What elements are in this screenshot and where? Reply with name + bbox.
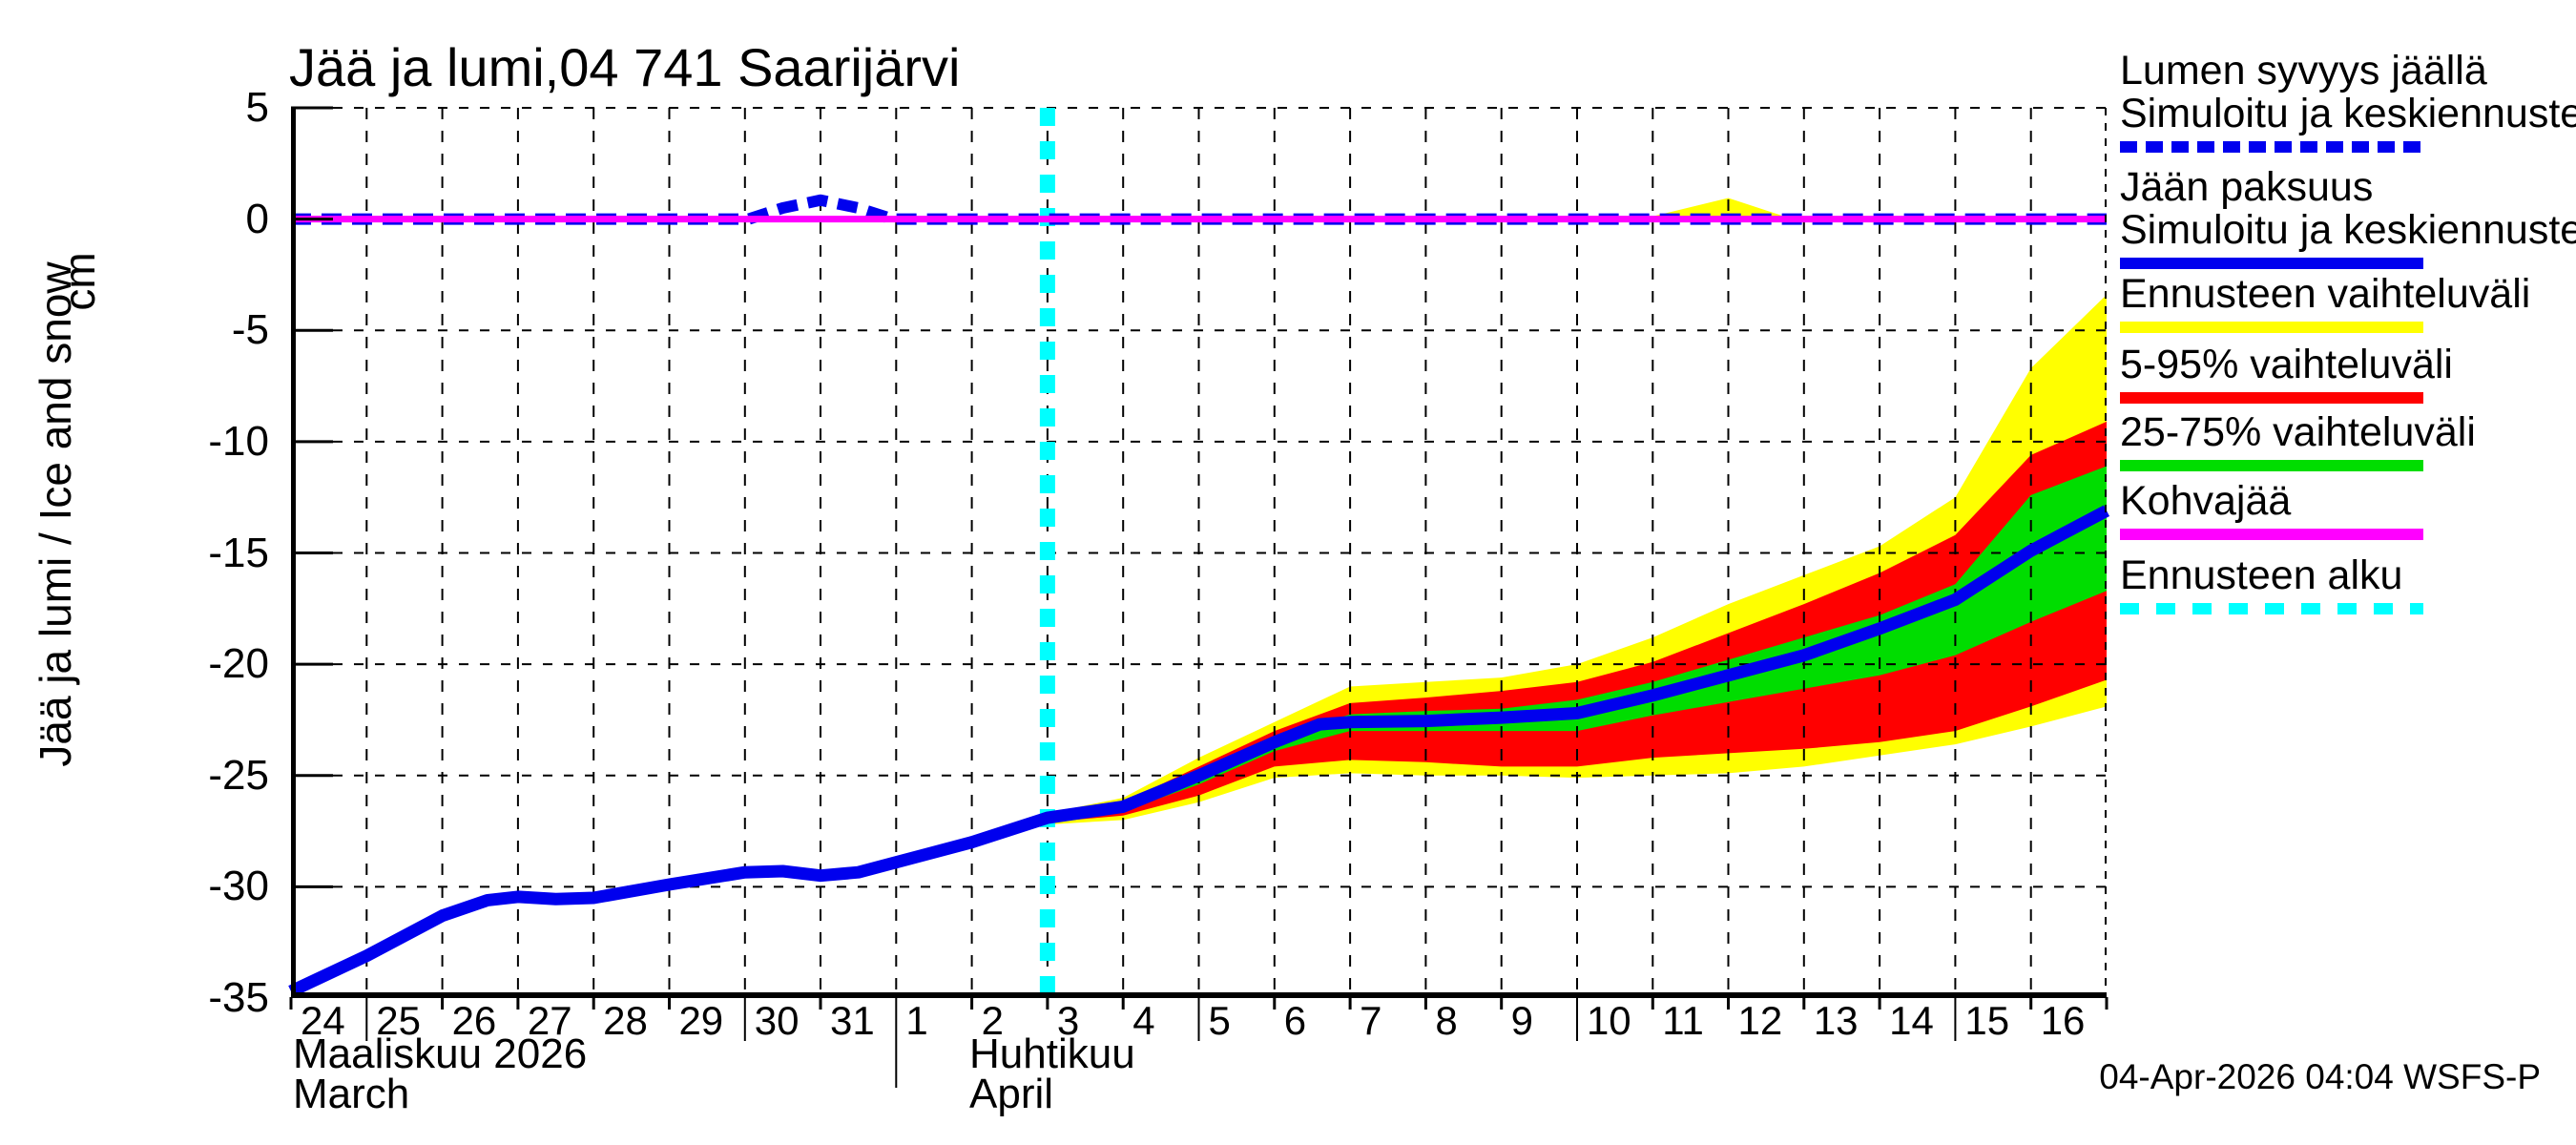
legend-swatch-solid-line xyxy=(2120,529,2423,540)
line-snow-depth-on-ice xyxy=(291,194,2107,225)
legend-item: Ennusteen vaihteluväli xyxy=(2120,273,2559,333)
y-tick-label: -25 xyxy=(208,751,269,799)
x-tick-label: 11 xyxy=(1662,998,1704,1043)
legend-item-label: Kohvajää xyxy=(2120,478,2292,524)
legend-item: Jään paksuus Simuloitu ja keskiennuste xyxy=(2120,164,2576,269)
month-label-march-fi: Maaliskuu 2026 xyxy=(293,1030,588,1077)
x-tick-label: 30 xyxy=(754,998,800,1043)
x-tick-label: 9 xyxy=(1510,998,1534,1043)
y-tick-label: -5 xyxy=(231,306,269,354)
x-tick-label: 5 xyxy=(1208,998,1231,1043)
y-axis-label: Jää ja lumi / Ice and snow xyxy=(31,261,80,767)
y-tick-label: -20 xyxy=(208,640,269,688)
legend-item-label: 5-95% vaihteluväli xyxy=(2120,342,2453,387)
month-label-march-en: March xyxy=(293,1071,410,1117)
y-tick-label: 5 xyxy=(245,84,269,131)
x-tick-label: 15 xyxy=(1964,998,2010,1043)
legend-swatch-solid-line xyxy=(2120,392,2423,404)
legend-item-label: Ennusteen alku xyxy=(2120,552,2403,598)
legend-swatch-solid-line xyxy=(2120,322,2423,333)
x-tick-label: 27 xyxy=(527,998,572,1043)
x-tick-label: 4 xyxy=(1132,998,1155,1043)
legend-item-label: Ennusteen vaihteluväli xyxy=(2120,271,2531,317)
legend-item-label: Simuloitu ja keskiennuste xyxy=(2120,91,2576,136)
legend-item-label: Simuloitu ja keskiennuste xyxy=(2120,207,2576,253)
x-tick-label: 29 xyxy=(678,998,724,1043)
month-label-april-fi: Huhtikuu xyxy=(969,1030,1135,1077)
x-tick-label: 13 xyxy=(1813,998,1859,1043)
legend-item: Lumen syvyys jäällä Simuloitu ja keskienn… xyxy=(2120,48,2576,153)
x-tick-label: 1 xyxy=(905,998,928,1043)
legend-item-label: 25-75% vaihteluväli xyxy=(2120,409,2476,455)
x-tick-label: 24 xyxy=(301,998,345,1043)
chart-svg xyxy=(288,106,2110,1088)
y-tick-label: -15 xyxy=(208,529,269,576)
x-tick-label: 3 xyxy=(1056,998,1080,1043)
x-tick-label: 2 xyxy=(981,998,1004,1043)
legend-item: Kohvajää xyxy=(2120,480,2559,540)
legend-item: 25-75% vaihteluväli xyxy=(2120,411,2559,471)
x-tick-label: 12 xyxy=(1737,998,1783,1043)
x-tick-label: 16 xyxy=(2040,998,2086,1043)
legend-item: 5-95% vaihteluväli xyxy=(2120,344,2559,404)
legend-swatch-solid-line xyxy=(2120,258,2423,269)
x-tick-label: 26 xyxy=(451,998,497,1043)
legend-swatch-solid-line xyxy=(2120,460,2423,471)
x-tick-label: 7 xyxy=(1360,998,1382,1043)
month-label-april-en: April xyxy=(969,1071,1054,1117)
y-tick-label: 0 xyxy=(245,195,269,242)
legend-item-label: Jään paksuus xyxy=(2120,164,2374,210)
y-tick-label: -10 xyxy=(208,417,269,465)
x-tick-label: 14 xyxy=(1889,998,1934,1043)
x-tick-label: 25 xyxy=(376,998,421,1043)
x-tick-label: 10 xyxy=(1586,998,1631,1043)
x-tick-label: 8 xyxy=(1435,998,1458,1043)
legend-item: Ennusteen alku xyxy=(2120,554,2559,614)
x-tick-label: 6 xyxy=(1283,998,1307,1043)
x-tick-label: 31 xyxy=(830,998,875,1043)
line-ice-thickness-simulated-and-median-forecast xyxy=(288,505,2110,997)
y-tick-label: -35 xyxy=(208,974,269,1021)
chart-title: Jää ja lumi,04 741 Saarijärvi xyxy=(289,37,961,97)
footer-timestamp: 04-Apr-2026 04:04 WSFS-P xyxy=(2099,1057,2541,1096)
legend-swatch-dashed-line xyxy=(2120,603,2423,614)
plot-area xyxy=(288,106,2110,1093)
x-tick-label: 28 xyxy=(603,998,648,1043)
y-tick-label: -30 xyxy=(208,863,269,910)
legend-item-label: Lumen syvyys jäällä xyxy=(2120,48,2487,94)
legend-swatch-dashed-line xyxy=(2120,141,2423,153)
